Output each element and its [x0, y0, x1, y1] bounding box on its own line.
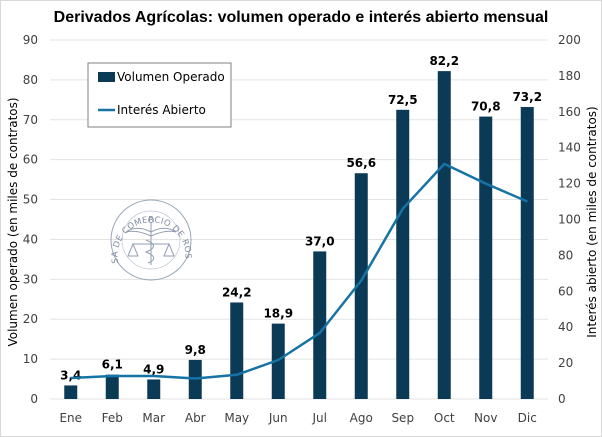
x-tick-label: Jul: [312, 411, 327, 425]
bar-data-label: 73,2: [512, 90, 542, 104]
left-tick-label: 20: [23, 312, 38, 326]
seal-inner-ring: [121, 210, 181, 270]
left-tick-label: 80: [23, 73, 38, 87]
left-tick-label: 60: [23, 153, 38, 167]
left-tick-label: 10: [23, 352, 38, 366]
legend-bar-swatch: [98, 72, 115, 82]
right-tick-label: 100: [558, 213, 581, 227]
x-tick-label: Feb: [102, 411, 123, 425]
left-axis-title: Volumen operado (en miles de contratos): [6, 97, 20, 346]
right-tick-label: 20: [558, 356, 573, 370]
line-series: [70, 162, 528, 380]
right-tick-label: 60: [558, 284, 573, 298]
bar-data-label: 82,2: [429, 54, 459, 68]
x-tick-label: Oct: [434, 411, 455, 425]
right-tick-label: 40: [558, 320, 573, 334]
bar-data-label: 56,6: [346, 156, 376, 170]
left-tick-label: 90: [23, 33, 38, 47]
x-tick-label: Abr: [185, 411, 206, 425]
bar-nov: [479, 116, 493, 399]
legend-label-interes: Interés Abierto: [117, 103, 206, 117]
bar-data-label: 37,0: [305, 234, 335, 248]
bar-data-label: 70,8: [471, 100, 501, 114]
legend: Volumen Operado Interés Abierto: [87, 62, 232, 128]
interes-abierto-line: [70, 162, 528, 380]
seal-outer-ring: [110, 199, 192, 281]
bar-jul: [313, 251, 327, 399]
bar-data-label: 4,9: [143, 362, 164, 376]
bar-series: [64, 71, 534, 400]
bar-data-label: 72,5: [388, 93, 418, 107]
bar-ene: [64, 385, 78, 399]
x-tick-label: Ago: [350, 411, 373, 425]
x-tick-label: Mar: [142, 411, 165, 425]
left-tick-label: 0: [30, 392, 38, 406]
right-tick-label: 180: [558, 69, 581, 83]
right-tick-label: 160: [558, 105, 581, 119]
left-tick-label: 40: [23, 232, 38, 246]
bar-mar: [147, 379, 161, 399]
left-tick-label: 70: [23, 113, 38, 127]
right-tick-label: 140: [558, 141, 581, 155]
left-tick-label: 50: [23, 193, 38, 207]
right-tick-label: 80: [558, 248, 573, 262]
bar-data-label: 18,9: [263, 307, 293, 321]
bar-may: [230, 302, 244, 399]
bar-dic: [520, 107, 534, 399]
bar-data-label: 24,2: [222, 285, 252, 299]
bar-oct: [437, 71, 451, 399]
right-axis-ticks: 0 20 40 60 80 100 120 140 160 180 200: [558, 33, 581, 406]
left-tick-label: 30: [23, 272, 38, 286]
x-tick-label: May: [224, 411, 249, 425]
x-tick-label: Dic: [518, 411, 537, 425]
x-axis-ticks: Ene Feb Mar Abr May Jun Jul Ago Sep Oct Nov Dic: [59, 411, 536, 425]
right-tick-label: 200: [558, 33, 581, 47]
right-tick-label: 120: [558, 177, 581, 191]
bar-data-label: 9,8: [185, 343, 206, 357]
bar-data-labels: 3,4 6,1 4,9 9,8 24,2 18,9 37,0 56,6 72,5 82,2 70,8…: [60, 54, 542, 382]
bar-feb: [105, 374, 119, 399]
x-tick-label: Sep: [391, 411, 414, 425]
right-axis-title: Interés abierto (en miles de contratos): [585, 106, 599, 337]
x-tick-label: Jun: [268, 411, 288, 425]
bar-sep: [396, 109, 410, 400]
bar-data-label: 6,1: [102, 358, 123, 372]
x-tick-label: Nov: [474, 411, 497, 425]
x-tick-label: Ene: [59, 411, 82, 425]
chart-title: Derivados Agrícolas: volumen operado e i…: [54, 9, 549, 26]
legend-label-volumen: Volumen Operado: [117, 70, 225, 84]
right-tick-label: 0: [558, 392, 566, 406]
caduceus-icon: [125, 217, 177, 265]
bar-ago: [354, 173, 368, 399]
bar-data-label: 3,4: [60, 368, 81, 382]
left-axis-ticks: 0 10 20 30 40 50 60 70 80 90: [23, 33, 38, 406]
